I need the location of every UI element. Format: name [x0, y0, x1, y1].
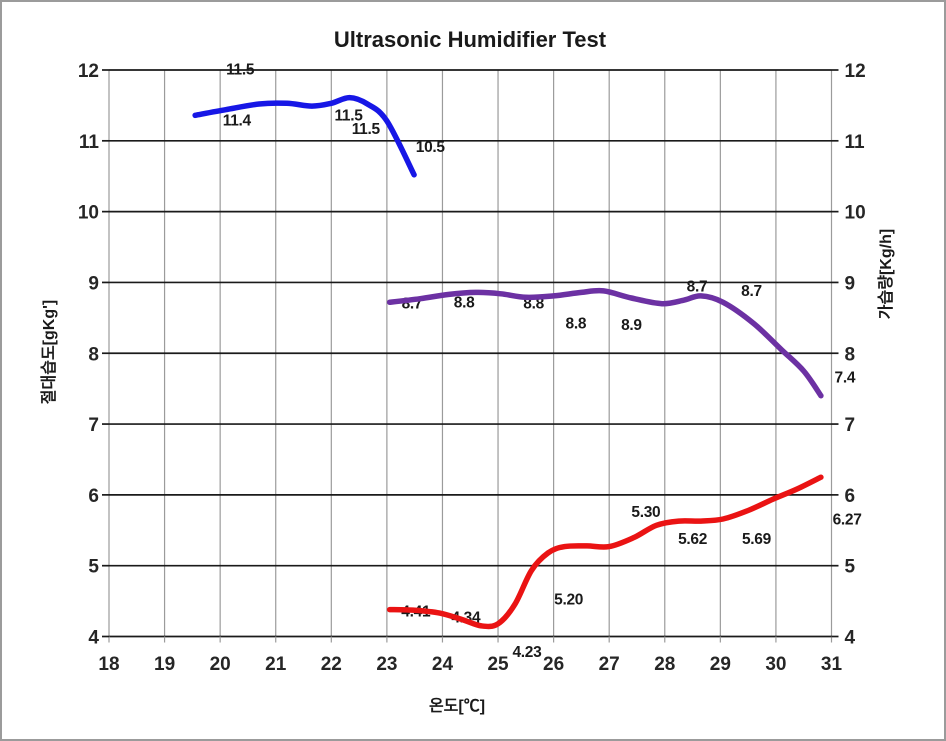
- data-label-series-red: 5.62: [678, 531, 707, 548]
- data-label-series-blue: 11.5: [334, 107, 363, 124]
- x-tick-label: 31: [821, 654, 843, 675]
- horizontal-gridlines: [109, 69, 832, 638]
- y-tick-label-left: 10: [78, 203, 99, 224]
- x-tick-label: 18: [98, 654, 119, 675]
- data-label-series-red: 6.27: [833, 512, 862, 529]
- y-tick-label-left: 7: [88, 415, 99, 436]
- x-tick-label: 19: [154, 654, 175, 675]
- data-label-series-purple: 8.8: [454, 294, 475, 311]
- y-tick-label-right: 12: [845, 61, 866, 82]
- x-tick-label: 20: [210, 654, 231, 675]
- y-tick-label-right: 5: [845, 557, 856, 578]
- x-tick-label: 29: [710, 654, 731, 675]
- y-tick-label-right: 8: [845, 344, 856, 365]
- y-tick-label-right: 11: [845, 132, 866, 153]
- data-label-series-red: 5.69: [742, 531, 772, 548]
- data-label-series-blue: 11.4: [223, 112, 252, 129]
- y-axis-title-right: 가습량[Kg/h]: [876, 229, 895, 319]
- y-axis-title-left: 절대습도[gKg']: [39, 300, 58, 404]
- x-tick-label: 30: [765, 654, 786, 675]
- line-series-red: [386, 474, 824, 630]
- data-label-series-purple: 8.7: [741, 283, 762, 300]
- y-tick-label-right: 6: [845, 486, 856, 507]
- data-label-series-purple: 8.8: [566, 316, 587, 333]
- series-lines: [192, 94, 824, 630]
- axis-tick-labels: 18 19 20 21 22 23 24 25 26 27 28 29 30 314 45 56 67 78 89 9…: [78, 61, 866, 675]
- data-label-series-red: 4.23: [512, 644, 542, 661]
- y-tick-label-left: 9: [88, 273, 99, 294]
- line-series-blue: [192, 94, 417, 178]
- y-tick-label-left: 12: [78, 61, 99, 82]
- chart-title: Ultrasonic Humidifier Test: [334, 27, 607, 52]
- x-tick-label: 21: [265, 654, 287, 675]
- data-label-series-purple: 7.4: [835, 369, 856, 386]
- y-tick-label-right: 9: [845, 273, 856, 294]
- series-data-labels: 11.511.4 11.511.510.58.7 8.8 8.88.8 8.98.7 8.…: [223, 61, 862, 661]
- x-tick-label: 27: [599, 654, 620, 675]
- axis-tick-marks: [102, 69, 839, 643]
- data-label-series-purple: 8.9: [621, 317, 642, 334]
- line-series-purple: [386, 287, 824, 399]
- data-label-series-blue: 11.5: [226, 61, 255, 78]
- y-tick-label-right: 4: [845, 628, 856, 649]
- y-tick-label-left: 5: [88, 557, 99, 578]
- x-tick-label: 23: [376, 654, 397, 675]
- y-tick-label-right: 7: [845, 415, 856, 436]
- x-tick-label: 22: [321, 654, 342, 675]
- x-tick-label: 26: [543, 654, 564, 675]
- x-axis-title: 온도[℃]: [429, 697, 485, 715]
- data-label-series-red: 5.20: [554, 592, 583, 609]
- x-tick-label: 24: [432, 654, 454, 675]
- x-tick-label: 28: [654, 654, 675, 675]
- y-tick-label-left: 4: [88, 628, 99, 649]
- y-tick-label-left: 6: [88, 486, 99, 507]
- y-tick-label-left: 11: [79, 132, 100, 153]
- data-label-series-blue: 10.5: [416, 139, 446, 156]
- x-tick-label: 25: [487, 654, 509, 675]
- data-label-series-purple: 8.7: [687, 279, 708, 296]
- data-label-series-red: 5.30: [631, 504, 660, 521]
- y-tick-label-left: 8: [88, 344, 99, 365]
- data-label-series-blue: 11.5: [352, 121, 381, 138]
- y-tick-label-right: 10: [845, 203, 866, 224]
